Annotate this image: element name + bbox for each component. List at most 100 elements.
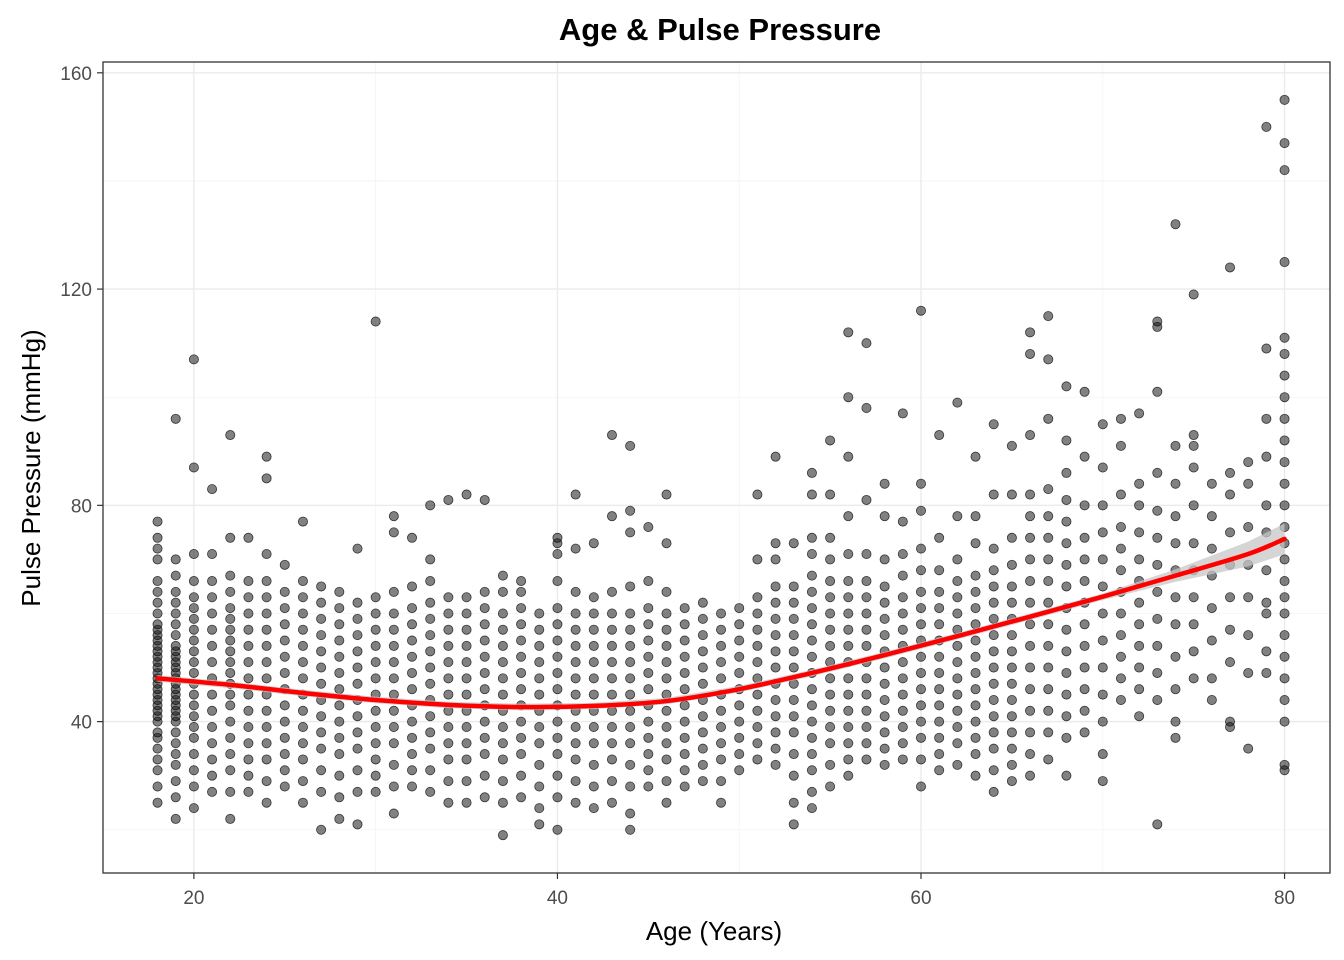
data-point xyxy=(1043,532,1054,543)
data-point xyxy=(1097,608,1108,619)
data-point xyxy=(261,640,272,651)
data-point xyxy=(879,678,890,689)
data-point xyxy=(207,592,218,603)
data-point xyxy=(806,716,817,727)
data-point xyxy=(988,565,999,576)
data-point xyxy=(934,732,945,743)
data-point xyxy=(916,586,927,597)
data-point xyxy=(916,603,927,614)
data-point xyxy=(516,749,527,760)
data-point xyxy=(1097,500,1108,511)
data-point xyxy=(443,640,454,651)
data-point xyxy=(716,705,727,716)
data-point xyxy=(788,749,799,760)
data-point xyxy=(207,689,218,700)
data-point xyxy=(825,576,836,587)
data-point xyxy=(425,678,436,689)
data-point xyxy=(461,624,472,635)
data-point xyxy=(697,678,708,689)
data-point xyxy=(316,765,327,776)
data-point xyxy=(207,549,218,560)
data-point xyxy=(207,608,218,619)
data-point xyxy=(243,592,254,603)
data-point xyxy=(334,667,345,678)
data-point xyxy=(516,651,527,662)
data-point xyxy=(1261,646,1272,657)
data-point xyxy=(1097,527,1108,538)
data-point xyxy=(1243,630,1254,641)
data-point xyxy=(1079,705,1090,716)
data-point xyxy=(152,727,163,738)
data-point xyxy=(516,667,527,678)
data-point xyxy=(1279,392,1290,403)
data-point xyxy=(279,635,290,646)
data-point xyxy=(679,732,690,743)
data-point xyxy=(588,640,599,651)
data-point xyxy=(861,673,872,684)
data-point xyxy=(316,678,327,689)
data-point xyxy=(1279,257,1290,268)
panel-border xyxy=(102,61,1331,874)
data-point xyxy=(934,565,945,576)
data-point xyxy=(643,576,654,587)
data-point xyxy=(897,754,908,765)
data-point xyxy=(261,624,272,635)
data-point xyxy=(1115,608,1126,619)
data-point xyxy=(843,392,854,403)
data-point xyxy=(806,532,817,543)
data-point xyxy=(1006,727,1017,738)
data-point xyxy=(661,657,672,668)
data-point xyxy=(534,722,545,733)
data-point xyxy=(297,797,308,808)
data-point xyxy=(806,619,817,630)
data-point xyxy=(1170,684,1181,695)
data-point xyxy=(279,667,290,678)
data-point xyxy=(1279,651,1290,662)
data-point xyxy=(952,673,963,684)
data-point xyxy=(1170,478,1181,489)
data-point xyxy=(625,781,636,792)
data-point xyxy=(588,759,599,770)
data-point xyxy=(297,738,308,749)
data-point xyxy=(407,781,418,792)
data-point xyxy=(316,786,327,797)
data-point xyxy=(207,484,218,495)
data-point xyxy=(1279,478,1290,489)
data-point xyxy=(570,640,581,651)
data-point xyxy=(534,781,545,792)
data-point xyxy=(1134,684,1145,695)
data-point xyxy=(443,673,454,684)
data-point xyxy=(625,527,636,538)
data-point xyxy=(1170,732,1181,743)
y-tick-label: 80 xyxy=(71,496,92,517)
data-point xyxy=(552,749,563,760)
data-point xyxy=(479,651,490,662)
data-point xyxy=(334,586,345,597)
data-point xyxy=(243,770,254,781)
data-point xyxy=(261,576,272,587)
data-point xyxy=(1279,673,1290,684)
data-point xyxy=(1170,440,1181,451)
data-point xyxy=(261,608,272,619)
data-point xyxy=(297,673,308,684)
data-point xyxy=(661,640,672,651)
data-point xyxy=(479,619,490,630)
data-point xyxy=(334,716,345,727)
data-point xyxy=(697,776,708,787)
data-point xyxy=(170,738,181,749)
data-point xyxy=(279,619,290,630)
data-point xyxy=(170,776,181,787)
data-point xyxy=(843,722,854,733)
data-point xyxy=(152,754,163,765)
data-point xyxy=(770,613,781,624)
data-point xyxy=(861,689,872,700)
data-point xyxy=(207,738,218,749)
data-point xyxy=(1134,478,1145,489)
data-point xyxy=(1170,511,1181,522)
data-point xyxy=(679,619,690,630)
data-point xyxy=(643,619,654,630)
data-point xyxy=(1006,581,1017,592)
data-point xyxy=(734,619,745,630)
data-point xyxy=(534,640,545,651)
data-point xyxy=(570,673,581,684)
